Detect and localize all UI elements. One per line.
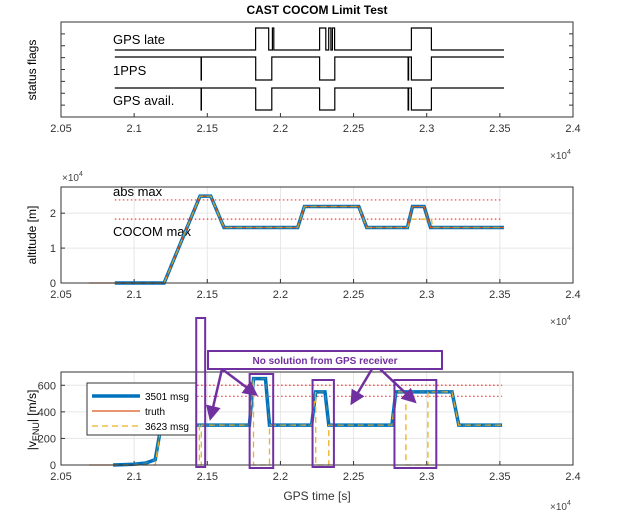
y-exponent-power: 4 (79, 171, 83, 178)
flag-label: GPS late (113, 32, 165, 47)
x-tick-label: 2.35 (489, 123, 510, 135)
callout-box (207, 350, 443, 370)
highlight-box (195, 317, 207, 468)
legend-label: 3501 msg (145, 392, 189, 403)
x-tick-label: 2.25 (343, 471, 364, 483)
figure-title: CAST COCOM Limit Test (246, 3, 387, 17)
annotations: No solution from GPS receiver (195, 317, 443, 469)
highlight-box (311, 379, 335, 468)
x-tick-label: 2.05 (50, 289, 71, 301)
highlight-box (393, 379, 438, 469)
x-tick-label: 2.05 (50, 471, 71, 483)
y-tick-label: 0 (50, 460, 56, 472)
callout-arrow (350, 368, 374, 406)
flag-label: 1PPS (113, 63, 147, 78)
x-exponent-power: 4 (567, 149, 571, 156)
x-exponent: ×104 (550, 149, 571, 162)
callout-arrow (379, 368, 417, 404)
y-tick-label: 0 (50, 278, 56, 290)
axes-box (60, 21, 574, 118)
velocity-axes: 2.05 2.1 2.15 2.2 2.25 2.3 2.35 2.4 ×104 0 200 400 6… (25, 371, 581, 513)
x-tick-label: 2.35 (489, 471, 510, 483)
callout-arrow (205, 368, 224, 421)
x-tick-label: 2.2 (273, 123, 288, 135)
x-exponent-power: 4 (567, 500, 571, 507)
flag-trace-1 (114, 56, 504, 81)
limit-label: COCOM max (113, 224, 192, 239)
legend-label: 3623 msg (145, 422, 189, 433)
y-axis-label-sub: ENU (31, 422, 41, 441)
flag-label: GPS avail. (113, 93, 174, 108)
series-overlay (113, 378, 503, 466)
x-tick-label: 2.4 (565, 123, 580, 135)
x-tick-label: 2.4 (565, 471, 580, 483)
y-tick-label: 600 (38, 380, 56, 392)
legend-label: truth (145, 407, 165, 418)
x-tick-label: 2.4 (565, 289, 580, 301)
x-tick-label: 2.2 (273, 289, 288, 301)
x-tick-label: 2.15 (197, 123, 218, 135)
x-tick-label: 2.1 (126, 123, 141, 135)
limit-label: abs max (113, 184, 163, 199)
highlight-box (248, 373, 275, 469)
x-tick-label: 2.3 (419, 289, 434, 301)
x-tick-label: 2.05 (50, 123, 71, 135)
series-overlay (114, 195, 504, 284)
x-tick-label: 2.25 (343, 289, 364, 301)
y-tick-label: 1 (50, 243, 56, 255)
x-axis-label: GPS time [s] (283, 489, 350, 503)
x-exponent: ×104 (550, 315, 571, 328)
status-flags-axes: 2.05 2.1 2.15 2.2 2.25 2.3 2.35 2.4 ×104 GPS late… (25, 21, 581, 162)
x-tick-label: 2.2 (273, 471, 288, 483)
x-tick-label: 2.3 (419, 123, 434, 135)
x-tick-label: 2.25 (343, 123, 364, 135)
x-tick-label: 2.3 (419, 471, 434, 483)
legend: 3501 msg truth 3623 msg (86, 382, 197, 436)
y-axis-label: |vENU| [m/s] (25, 390, 41, 451)
axes-box (60, 186, 574, 284)
y-tick-label: 200 (38, 433, 56, 445)
plot-area (61, 187, 573, 283)
y-tick-label: 400 (38, 407, 56, 419)
x-tick-label: 2.15 (197, 289, 218, 301)
x-tick-label: 2.1 (126, 289, 141, 301)
callout-arrow (221, 368, 258, 396)
flag-trace-0 (114, 27, 504, 51)
callout-text: No solution from GPS receiver (252, 356, 397, 367)
flag-trace-2 (114, 87, 504, 111)
y-exponent: ×104 (62, 171, 83, 184)
x-exponent-power: 4 (567, 315, 571, 322)
y-axis-label: altitude [m] (25, 206, 39, 265)
x-tick-label: 2.35 (489, 289, 510, 301)
x-exponent: ×104 (550, 500, 571, 513)
axes-box (60, 371, 574, 466)
y-axis-label-unit: | [m/s] (25, 390, 39, 422)
altitude-axes: 2.05 2.1 2.15 2.2 2.25 2.3 2.35 2.4 ×104 0 1 2 abs m… (25, 171, 581, 328)
plot-area (61, 22, 573, 117)
y-axis-label: status flags (25, 40, 39, 101)
x-tick-label: 2.15 (197, 471, 218, 483)
x-tick-label: 2.1 (126, 471, 141, 483)
y-tick-label: 2 (50, 208, 56, 220)
